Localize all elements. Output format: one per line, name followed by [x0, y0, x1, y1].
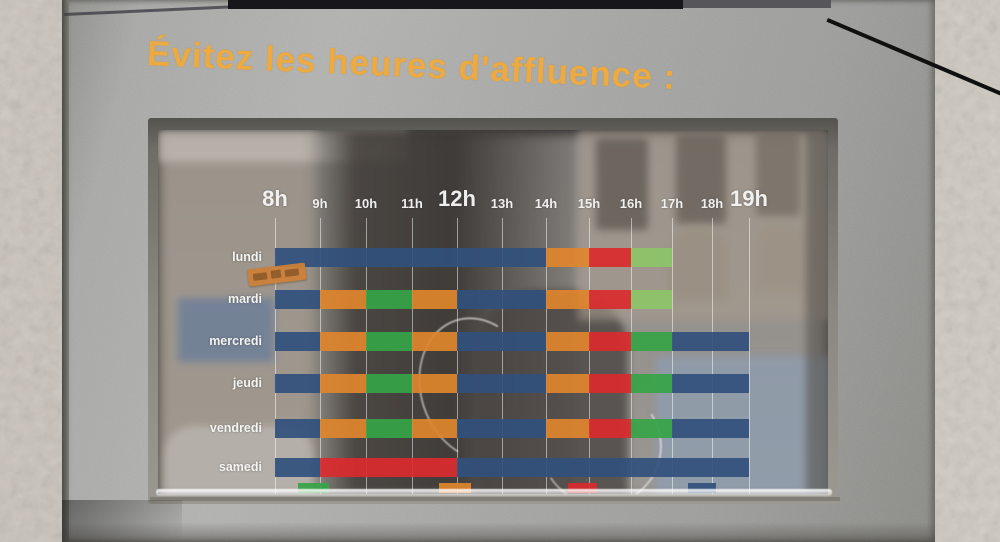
affluence-segment	[320, 332, 366, 351]
affluence-segment	[320, 419, 366, 438]
grid-line	[589, 218, 590, 494]
affluence-segment	[275, 458, 320, 477]
hour-label: 10h	[354, 196, 378, 211]
day-label-vendredi: vendredi	[209, 421, 262, 435]
affluence-segment	[589, 290, 631, 309]
hour-label: 11h	[401, 196, 423, 211]
hour-label: 17h	[660, 196, 684, 211]
affluence-segment	[631, 374, 672, 393]
affluence-segment	[366, 419, 412, 438]
reflection-dark-edge	[806, 130, 828, 494]
affluence-segment	[457, 458, 749, 477]
reflection-arch-window	[668, 226, 728, 300]
grid-line	[457, 218, 458, 494]
affluence-segment	[275, 419, 320, 438]
affluence-segment	[457, 419, 546, 438]
reflection-window	[596, 138, 648, 230]
day-label-lundi: lundi	[232, 250, 262, 264]
affluence-segment	[672, 419, 749, 438]
affluence-segment	[457, 374, 546, 393]
affluence-segment	[546, 374, 589, 393]
affluence-segment	[320, 290, 366, 309]
glass-edge-highlight	[156, 489, 832, 496]
affluence-segment	[412, 290, 457, 309]
affluence-segment	[546, 248, 589, 267]
affluence-segment	[412, 332, 457, 351]
affluence-segment	[631, 290, 672, 309]
grid-line	[275, 218, 276, 494]
affluence-segment	[546, 419, 589, 438]
hour-label: 16h	[619, 196, 643, 211]
hour-label: 9h	[312, 196, 328, 211]
day-label-mercredi: mercredi	[209, 334, 262, 348]
reflection-blue-sign	[178, 298, 274, 362]
affluence-segment	[589, 332, 631, 351]
grid-line	[546, 218, 547, 494]
affluence-segment	[412, 419, 457, 438]
affluence-segment	[631, 332, 672, 351]
schedule-display: 8h 9h 10h 11h 12h 13h 14h 15h 16h 17h 18h 19h lundi m…	[158, 130, 828, 494]
affluence-segment	[366, 332, 412, 351]
partial-affluence-segment	[439, 483, 471, 493]
partial-affluence-segment	[688, 483, 716, 493]
hour-label: 13h	[490, 196, 514, 211]
grid-line	[502, 218, 503, 494]
panel-edge	[62, 0, 69, 542]
affluence-segment	[631, 248, 672, 267]
affluence-segment	[275, 374, 320, 393]
affluence-segment	[275, 332, 320, 351]
affluence-segment	[412, 374, 457, 393]
grid-line	[672, 218, 673, 494]
panel-corner-shade	[62, 500, 182, 542]
affluence-segment	[366, 374, 412, 393]
partial-affluence-segment	[297, 483, 330, 493]
affluence-segment	[672, 374, 749, 393]
hour-label: 8h	[262, 186, 288, 211]
upper-display-edge-light	[683, 0, 831, 8]
hour-label: 19h	[730, 186, 768, 211]
affluence-segment	[366, 290, 412, 309]
affluence-segment	[320, 374, 366, 393]
reflection-window	[676, 134, 726, 224]
affluence-segment	[589, 419, 631, 438]
affluence-segment	[320, 458, 457, 477]
day-label-jeudi: jeudi	[232, 376, 262, 390]
grid-line	[712, 218, 713, 494]
frame-shadow	[150, 497, 840, 501]
grid-line	[366, 218, 367, 494]
affluence-segment	[546, 332, 589, 351]
reflection-window	[756, 132, 800, 216]
partial-affluence-segment	[567, 483, 598, 493]
affluence-segment	[631, 419, 672, 438]
grid-line	[412, 218, 413, 494]
affluence-segment	[275, 290, 320, 309]
affluence-segment	[457, 332, 546, 351]
reflection-arch-window	[754, 222, 808, 292]
grid-line	[631, 218, 632, 494]
affluence-segment	[457, 290, 546, 309]
day-label-samedi: samedi	[218, 460, 262, 474]
upper-display-edge	[228, 0, 683, 9]
hour-label: 12h	[438, 186, 476, 211]
affluence-segment	[589, 374, 631, 393]
grid-line	[749, 218, 750, 494]
affluence-segment	[275, 248, 546, 267]
affluence-chart: 8h 9h 10h 11h 12h 13h 14h 15h 16h 17h 18h 19h lundi m…	[158, 130, 828, 494]
hour-label: 18h	[700, 196, 724, 211]
affluence-segment	[546, 290, 589, 309]
affluence-segment	[589, 248, 631, 267]
day-label-mardi: mardi	[227, 292, 262, 306]
hour-label: 14h	[534, 196, 558, 211]
panel-bottom-shade	[62, 522, 935, 542]
grid-line	[320, 218, 321, 494]
hour-label: 15h	[577, 196, 601, 211]
affluence-segment	[672, 332, 749, 351]
